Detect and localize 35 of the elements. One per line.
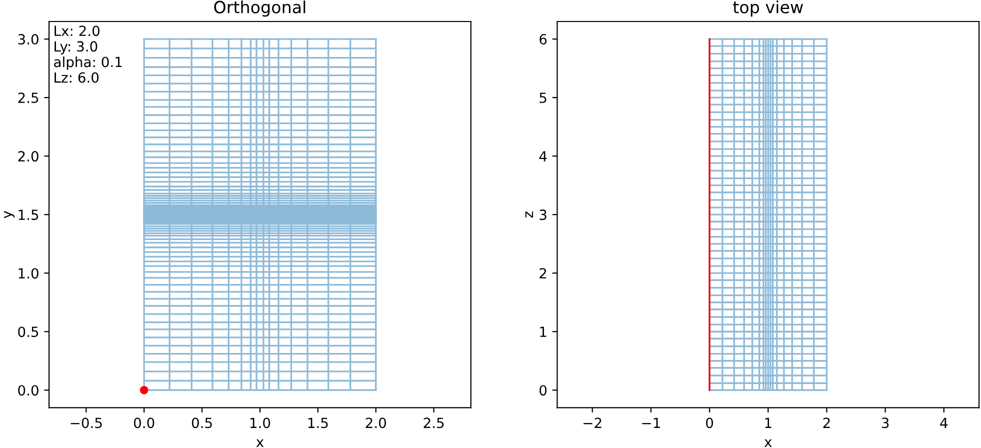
y-tick-label: 2.5 [18,92,38,104]
y-tick-label: 3.0 [18,34,38,45]
x-tick-label: 0.0 [134,418,154,428]
y-axis-title: z [525,212,533,218]
y-tick-label: 2 [540,268,546,278]
x-tick-label: 3 [882,418,889,428]
y-tick-label: 1 [540,326,546,337]
x-tick-label: 1.0 [250,418,270,428]
y-tick-label: 3 [540,210,546,220]
y-tick-label: 6 [540,34,547,45]
x-axis-title: x [256,439,264,447]
x-tick-label: 4 [940,418,948,428]
x-tick-label: 2.0 [366,418,386,428]
x-tick-label: −2 [584,418,602,428]
y-tick-label: 0.5 [18,326,38,338]
x-tick-label: −1 [642,418,660,428]
y-axis-title: y [4,210,14,218]
chart-title: top view [733,0,803,17]
x-tick-label: 0 [706,418,714,428]
x-tick-label: −0.5 [70,418,102,428]
x-tick-label: 0.5 [192,418,212,428]
y-tick-label: 5 [540,92,546,104]
x-tick-label: 1.5 [308,418,328,428]
y-tick-label: 4 [539,151,547,162]
y-tick-label: 2.0 [18,151,38,162]
y-tick-label: 0.0 [18,385,38,396]
x-axis-title: x [764,439,772,447]
y-tick-label: 0 [540,385,547,396]
x-tick-label: 2 [823,418,830,428]
y-tick-label: 1.0 [18,268,38,279]
x-tick-label: 2.5 [424,418,444,428]
y-tick-label: 1.5 [18,210,38,220]
x-tick-label: 1 [765,418,772,428]
chart-title: Orthogonal [214,0,306,17]
annotation: Lx: 2.0 Ly: 3.0 alpha: 0.1 Lz: 6.0 [54,26,122,83]
